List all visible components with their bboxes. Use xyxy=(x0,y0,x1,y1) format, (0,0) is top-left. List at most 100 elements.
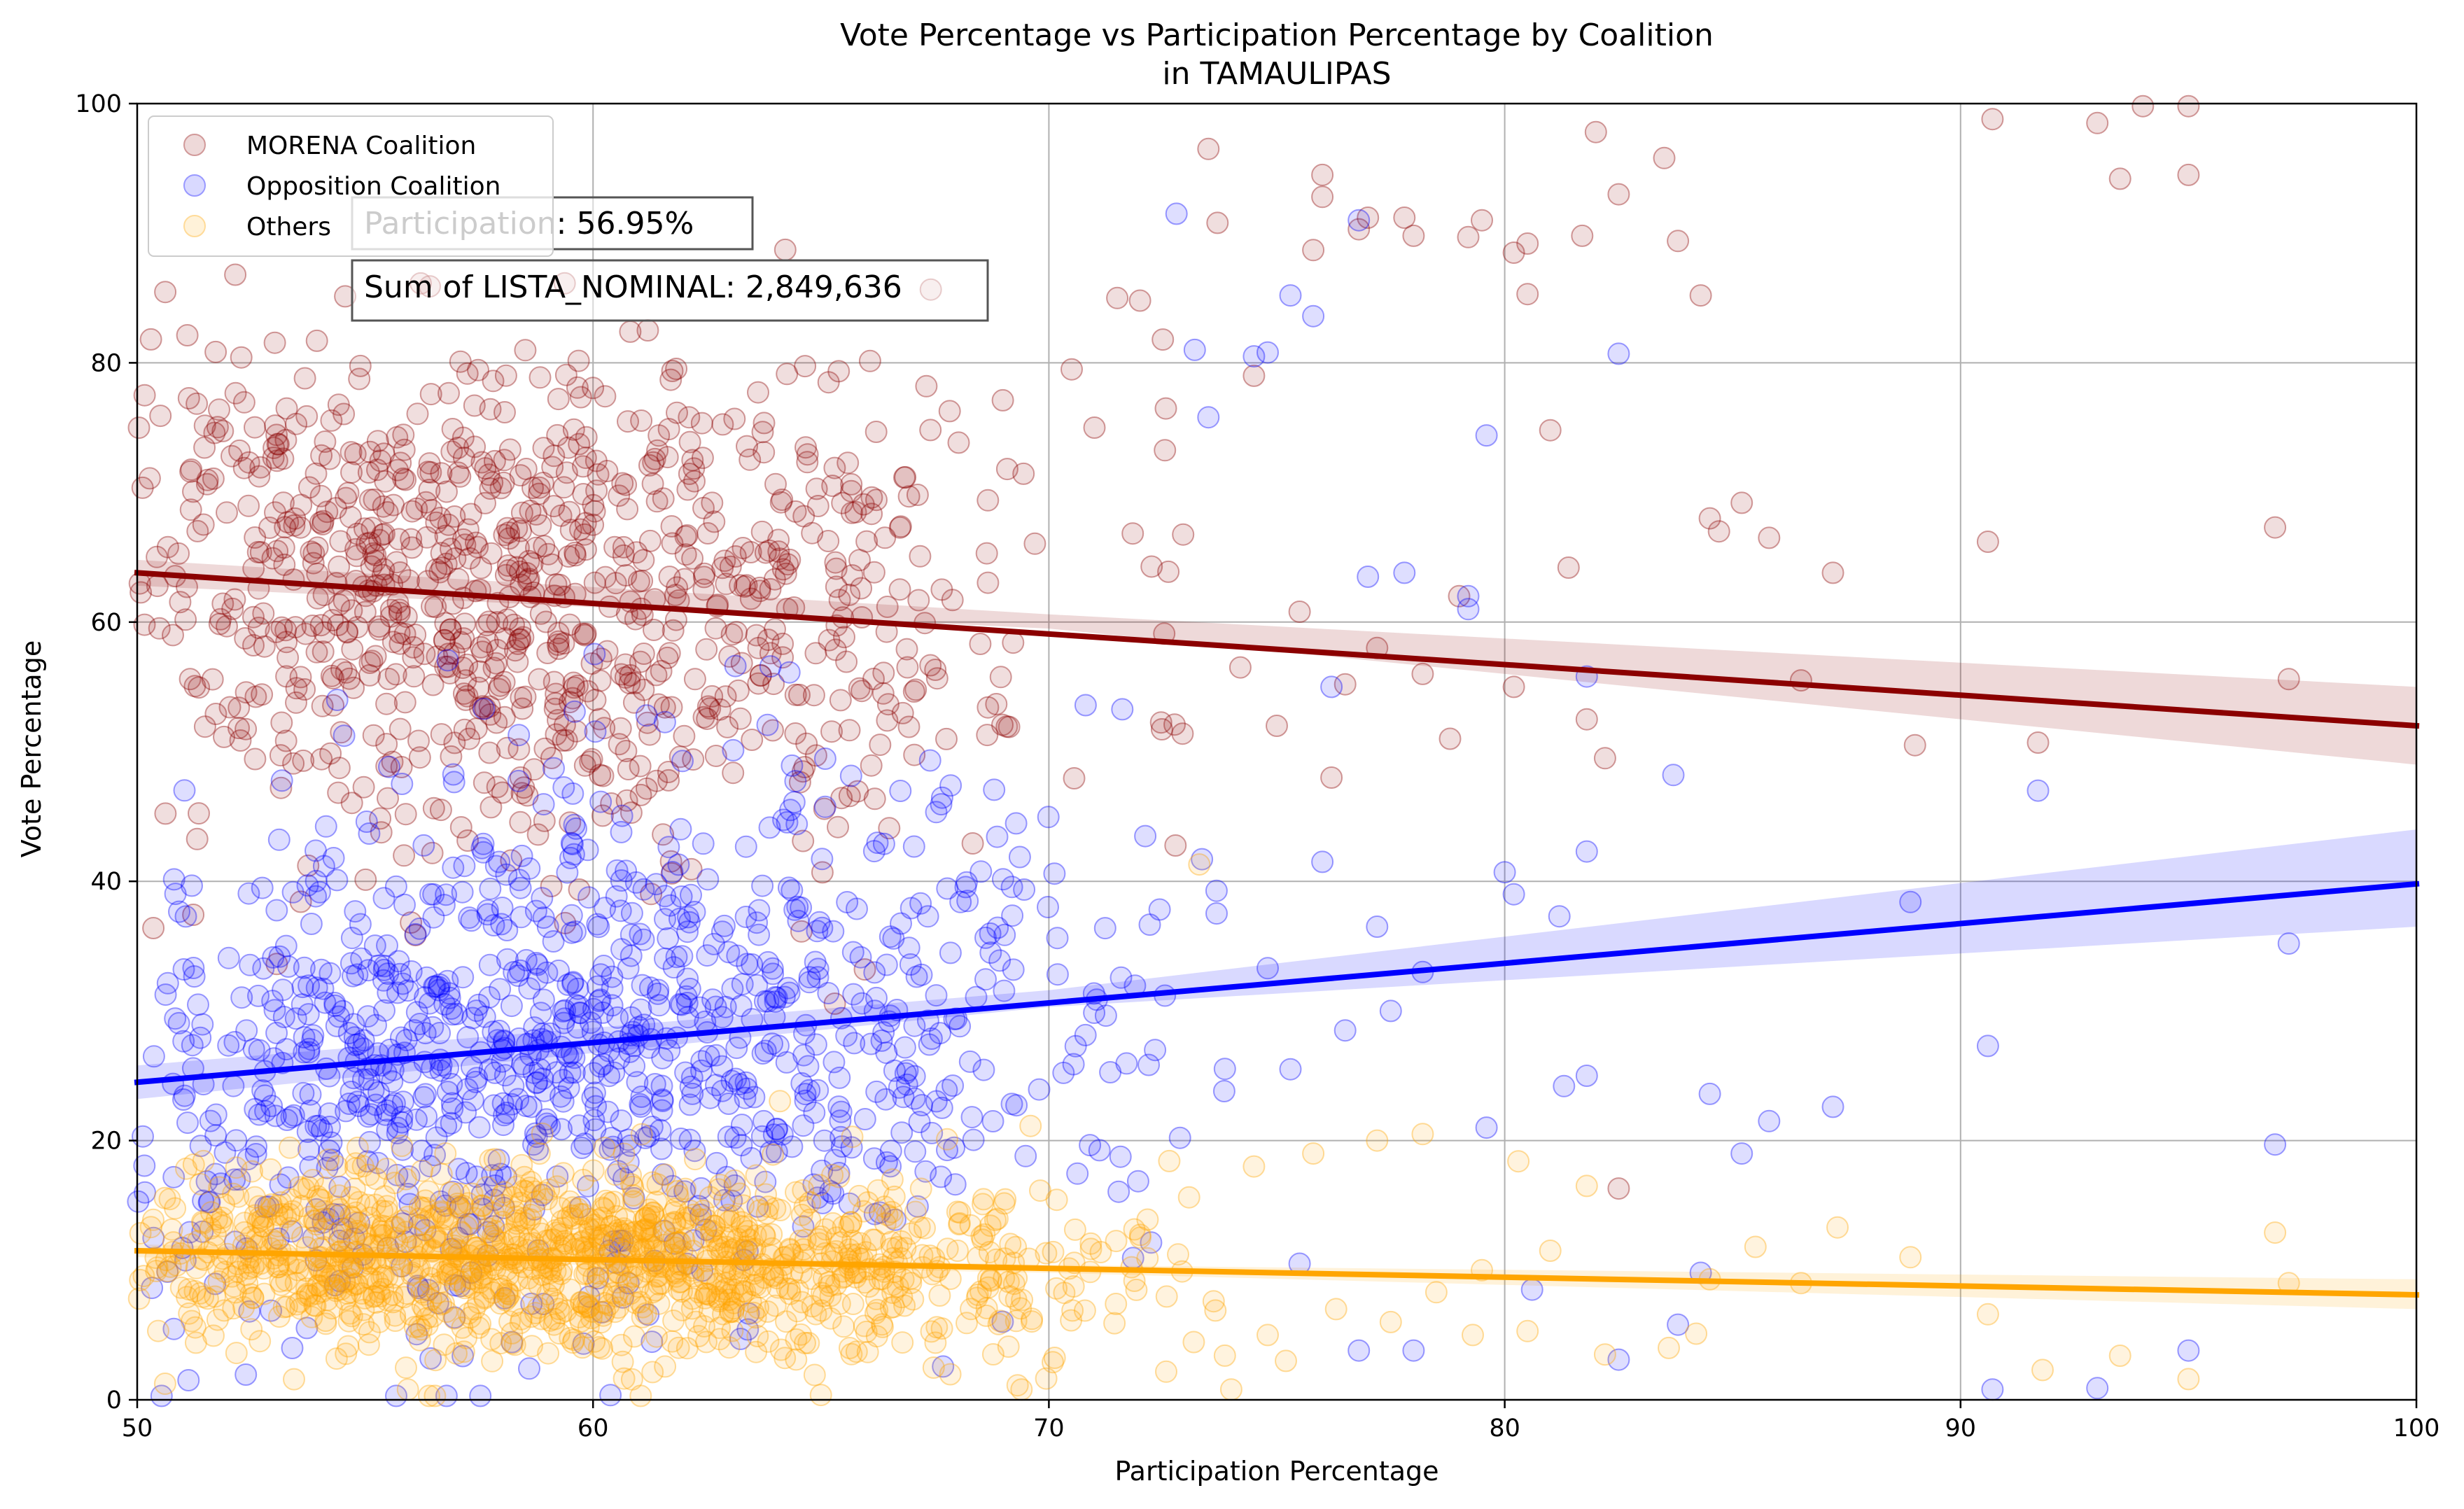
data-point xyxy=(560,904,583,927)
data-point xyxy=(342,676,365,699)
data-point xyxy=(939,941,962,964)
data-point xyxy=(705,1074,727,1097)
data-point xyxy=(265,953,288,976)
data-point xyxy=(168,900,190,923)
data-point xyxy=(421,1016,444,1039)
data-point xyxy=(528,366,552,389)
data-point xyxy=(247,617,270,639)
data-point xyxy=(320,1131,343,1154)
data-point xyxy=(888,578,911,601)
data-point xyxy=(478,985,500,1009)
data-point xyxy=(673,1180,696,1203)
data-point xyxy=(525,952,548,974)
data-point xyxy=(827,815,849,838)
data-point xyxy=(434,1194,457,1217)
data-point xyxy=(364,544,387,567)
data-point xyxy=(878,925,902,948)
data-point xyxy=(1516,283,1539,306)
data-point xyxy=(379,605,402,628)
data-point xyxy=(415,526,438,549)
data-point xyxy=(784,683,807,706)
data-point xyxy=(373,955,396,978)
data-point xyxy=(493,449,516,472)
data-point xyxy=(930,578,953,601)
data-point xyxy=(1689,284,1712,307)
data-point xyxy=(630,409,653,432)
data-point xyxy=(596,640,619,663)
data-point xyxy=(491,781,514,804)
data-point xyxy=(797,1331,820,1354)
legend-marker xyxy=(183,215,206,237)
data-point xyxy=(806,966,830,989)
data-point xyxy=(680,1066,704,1089)
data-point xyxy=(1662,764,1685,787)
data-point xyxy=(552,632,575,655)
data-point xyxy=(478,695,501,718)
data-point xyxy=(1001,904,1024,927)
data-point xyxy=(762,1123,785,1146)
data-point xyxy=(470,1194,493,1217)
data-point xyxy=(1334,1019,1357,1042)
data-point xyxy=(1073,1299,1096,1322)
data-point xyxy=(589,1055,612,1078)
data-point xyxy=(1002,1272,1026,1296)
data-point xyxy=(1002,958,1025,981)
data-point xyxy=(831,491,854,514)
data-point xyxy=(321,609,344,632)
data-point xyxy=(690,1177,713,1200)
data-point xyxy=(393,622,416,645)
data-point xyxy=(191,1220,214,1243)
data-point xyxy=(1012,462,1035,485)
data-point xyxy=(285,677,308,700)
data-point xyxy=(293,678,316,701)
data-point xyxy=(160,1218,183,1241)
data-point xyxy=(318,1116,341,1138)
data-point xyxy=(489,978,512,1001)
data-point xyxy=(368,954,390,977)
data-point xyxy=(214,1141,237,1164)
y-tick-label: 0 xyxy=(106,1387,122,1415)
data-point xyxy=(518,857,541,880)
data-point xyxy=(747,381,769,404)
data-point xyxy=(454,1277,477,1300)
data-point xyxy=(583,500,606,523)
data-point xyxy=(835,650,858,673)
data-point xyxy=(577,1174,599,1198)
data-point xyxy=(582,1062,606,1085)
data-point xyxy=(935,1079,958,1102)
data-point xyxy=(1099,1061,1122,1083)
data-point xyxy=(840,1342,863,1366)
data-point xyxy=(381,750,404,773)
data-point xyxy=(1093,917,1116,940)
data-point xyxy=(1758,1109,1781,1132)
data-point xyxy=(532,1293,555,1316)
data-point xyxy=(576,838,599,862)
data-point xyxy=(237,882,260,905)
data-point xyxy=(483,1188,505,1212)
data-point xyxy=(239,953,262,976)
data-point xyxy=(1366,1129,1389,1152)
x-tick-label: 90 xyxy=(1945,1415,1977,1443)
data-point xyxy=(681,449,704,472)
data-point xyxy=(1110,966,1133,989)
data-point xyxy=(249,541,272,564)
data-point xyxy=(302,552,325,575)
data-point xyxy=(909,1177,932,1200)
data-point xyxy=(416,461,440,484)
data-point xyxy=(2086,1377,2109,1400)
data-point xyxy=(625,541,648,564)
data-point xyxy=(1448,584,1471,608)
data-point xyxy=(476,903,499,926)
data-point xyxy=(993,979,1016,1002)
data-point xyxy=(132,1125,154,1148)
data-point xyxy=(1074,1023,1097,1046)
data-point xyxy=(939,774,962,797)
data-point xyxy=(748,899,771,922)
data-point xyxy=(1158,1149,1181,1172)
data-point xyxy=(311,513,334,535)
data-point xyxy=(696,708,719,730)
data-point xyxy=(265,899,288,922)
data-point xyxy=(1197,137,1220,160)
data-point xyxy=(173,1084,196,1107)
data-point xyxy=(676,524,699,547)
